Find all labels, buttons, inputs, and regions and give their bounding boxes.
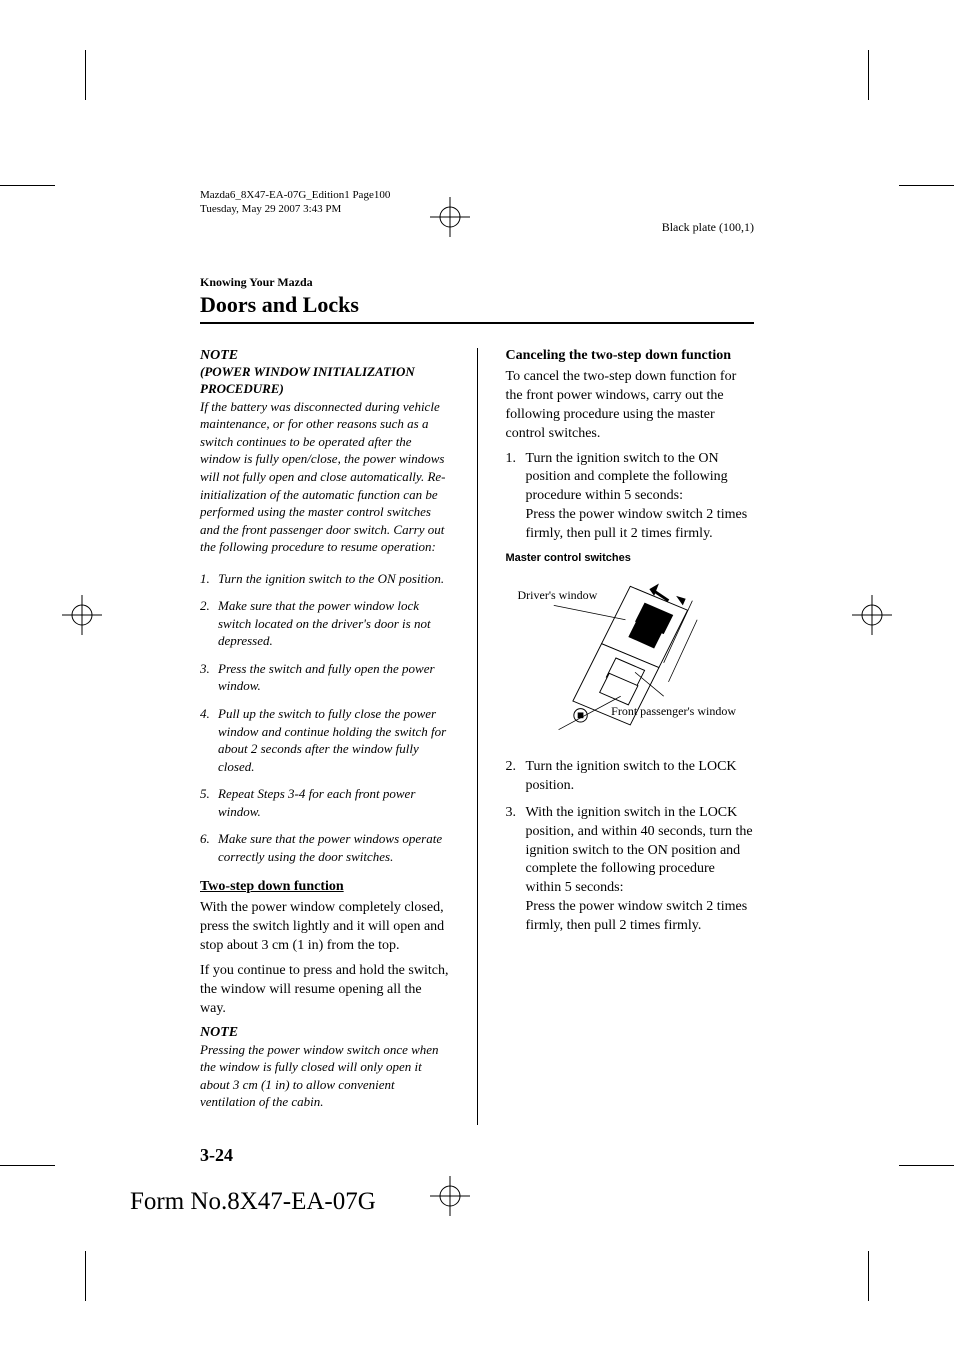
step-text: Turn the ignition switch to the ON posit… <box>218 571 444 586</box>
list-item: 6.Make sure that the power windows opera… <box>200 830 449 865</box>
registration-mark-icon <box>430 197 470 237</box>
list-item: 1.Turn the ignition switch to the ON pos… <box>200 570 449 588</box>
crop-mark <box>85 1251 86 1301</box>
black-plate-label: Black plate (100,1) <box>662 220 754 235</box>
column-divider <box>477 348 478 1125</box>
crop-mark <box>0 185 55 186</box>
registration-mark-icon <box>852 595 892 635</box>
step-text: Turn the ignition switch to the ON posit… <box>526 451 748 542</box>
left-column: NOTE (POWER WINDOW INITIALIZATION PROCED… <box>200 348 449 1125</box>
note-body: Pressing the power window switch once wh… <box>200 1041 449 1111</box>
step-text: With the ignition switch in the LOCK pos… <box>526 805 753 933</box>
note-label: NOTE <box>200 1025 449 1041</box>
note-body: If the battery was disconnected during v… <box>200 398 449 556</box>
body-text: If you continue to press and hold the sw… <box>200 962 449 1019</box>
section-heading: Two-step down function <box>200 879 449 895</box>
page-content: Knowing Your Mazda Doors and Locks NOTE … <box>200 275 754 1166</box>
columns: NOTE (POWER WINDOW INITIALIZATION PROCED… <box>200 348 754 1125</box>
crop-mark <box>899 1165 954 1166</box>
list-item: 2.Make sure that the power window lock s… <box>200 597 449 650</box>
note-label: NOTE <box>200 348 449 364</box>
list-item: 3.With the ignition switch in the LOCK p… <box>506 804 755 936</box>
registration-mark-icon <box>430 1176 470 1216</box>
title-rule <box>200 322 754 324</box>
step-text: Pull up the switch to fully close the po… <box>218 706 446 774</box>
step-text: Make sure that the power windows operate… <box>218 831 442 864</box>
section-heading: Canceling the two-step down function <box>506 348 755 364</box>
figure-label: Master control switches <box>506 552 755 564</box>
header-meta: Mazda6_8X47-EA-07G_Edition1 Page100 Tues… <box>200 188 390 217</box>
list-item: 4.Pull up the switch to fully close the … <box>200 705 449 775</box>
list-item: 5.Repeat Steps 3-4 for each front power … <box>200 785 449 820</box>
list-item: 2.Turn the ignition switch to the LOCK p… <box>506 758 755 796</box>
procedure-list: 2.Turn the ignition switch to the LOCK p… <box>506 758 755 936</box>
chapter-title: Doors and Locks <box>200 292 754 318</box>
form-number: Form No.8X47-EA-07G <box>130 1188 376 1216</box>
step-text: Repeat Steps 3-4 for each front power wi… <box>218 786 415 819</box>
chapter-label: Knowing Your Mazda <box>200 275 754 290</box>
crop-mark <box>85 50 86 100</box>
procedure-list: 1.Turn the ignition switch to the ON pos… <box>506 450 755 544</box>
note-subtitle: (POWER WINDOW INITIALIZATION PROCEDURE) <box>200 364 449 398</box>
figure-callout: Driver's window <box>518 588 598 602</box>
crop-mark <box>868 50 869 100</box>
list-item: 3.Press the switch and fully open the po… <box>200 660 449 695</box>
master-control-figure: Driver's window Front passenger's window <box>506 568 755 748</box>
procedure-list: 1.Turn the ignition switch to the ON pos… <box>200 570 449 866</box>
body-text: With the power window completely closed,… <box>200 899 449 956</box>
doc-id: Mazda6_8X47-EA-07G_Edition1 Page100 <box>200 188 390 202</box>
page-number: 3-24 <box>200 1145 233 1166</box>
figure-callout: Front passenger's window <box>611 704 736 718</box>
list-item: 1.Turn the ignition switch to the ON pos… <box>506 450 755 544</box>
step-text: Press the switch and fully open the powe… <box>218 661 435 694</box>
crop-mark <box>0 1165 55 1166</box>
step-text: Turn the ignition switch to the LOCK pos… <box>526 759 737 793</box>
crop-mark <box>868 1251 869 1301</box>
step-text: Make sure that the power window lock swi… <box>218 598 431 648</box>
timestamp: Tuesday, May 29 2007 3:43 PM <box>200 202 390 216</box>
crop-mark <box>899 185 954 186</box>
registration-mark-icon <box>62 595 102 635</box>
body-text: To cancel the two-step down function for… <box>506 368 755 444</box>
right-column: Canceling the two-step down function To … <box>506 348 755 1125</box>
